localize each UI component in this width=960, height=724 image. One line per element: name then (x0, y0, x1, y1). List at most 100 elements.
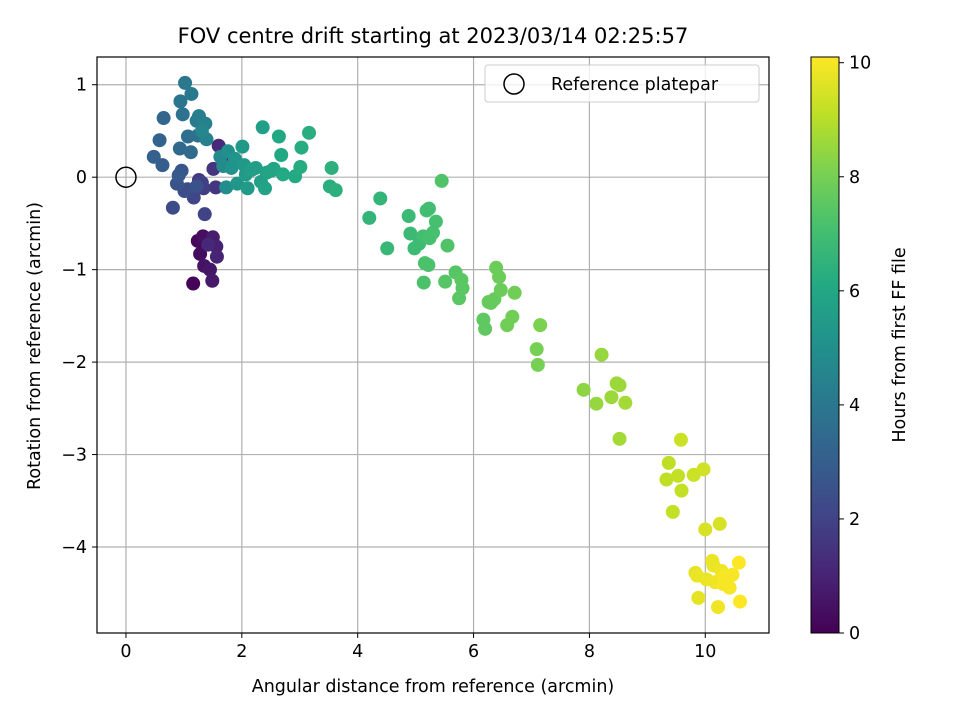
colorbar-tick-label: 6 (849, 282, 860, 302)
data-point (230, 176, 245, 191)
data-point (294, 140, 309, 155)
data-point (194, 123, 209, 138)
data-point (186, 276, 201, 291)
reference-platepar-marker (115, 166, 137, 188)
legend: Reference platepar (484, 64, 760, 103)
data-point (401, 209, 416, 224)
data-point (235, 139, 250, 154)
data-point (152, 133, 167, 148)
data-point (665, 504, 680, 519)
data-point (380, 241, 395, 256)
data-point (428, 214, 443, 229)
data-point (248, 160, 263, 175)
colorbar-tick-label: 8 (849, 168, 860, 188)
data-point (612, 431, 627, 446)
chart-title: FOV centre drift starting at 2023/03/14 … (178, 24, 689, 48)
data-point (324, 160, 339, 175)
colorbar-tick-label: 10 (849, 54, 871, 74)
data-point (328, 183, 343, 198)
data-point (434, 173, 449, 188)
data-point (293, 160, 308, 175)
data-point (529, 342, 544, 357)
data-point (507, 285, 522, 300)
data-point (421, 258, 436, 273)
data-point (505, 309, 520, 324)
data-point (165, 200, 180, 215)
data-point (426, 225, 440, 240)
x-tick-label: 6 (468, 642, 479, 662)
data-point (618, 395, 633, 410)
data-point (189, 179, 204, 194)
data-point (671, 468, 686, 483)
data-point (440, 238, 455, 253)
data-point (209, 249, 224, 264)
colorbar-tick-label: 4 (849, 396, 860, 416)
data-point (478, 321, 493, 336)
data-point (205, 273, 220, 288)
data-point (183, 145, 198, 160)
data-point (604, 390, 619, 405)
data-point (184, 86, 199, 101)
data-point (722, 580, 737, 595)
data-point (271, 129, 286, 144)
data-point (208, 180, 223, 195)
y-tick-label: −2 (61, 353, 87, 373)
data-point (438, 274, 453, 289)
data-point (673, 432, 688, 447)
data-point (659, 472, 674, 487)
data-point (171, 168, 186, 183)
data-point (589, 396, 604, 411)
data-point (201, 237, 216, 252)
data-point (219, 180, 234, 195)
data-point (255, 120, 270, 135)
data-point (202, 262, 217, 277)
data-point (530, 357, 545, 372)
x-tick-label: 10 (694, 642, 716, 662)
data-point (696, 462, 711, 477)
x-tick-label: 0 (120, 642, 131, 662)
data-point (674, 483, 689, 498)
data-point (193, 246, 208, 261)
x-tick-label: 4 (352, 642, 363, 662)
data-point (421, 201, 436, 216)
data-point (711, 600, 726, 615)
legend-reference-marker (503, 73, 525, 95)
data-point (275, 167, 290, 182)
data-point (493, 282, 508, 297)
legend-entry-label: Reference platepar (551, 75, 719, 95)
data-point (576, 382, 591, 397)
data-point (175, 107, 190, 122)
y-tick-label: −1 (61, 261, 87, 281)
x-tick-label: 2 (236, 642, 247, 662)
y-tick-label: 1 (76, 76, 87, 96)
data-point (698, 522, 713, 537)
data-point (197, 207, 212, 222)
y-tick-label: −3 (61, 446, 87, 466)
data-point (416, 275, 431, 290)
data-point (302, 125, 317, 140)
data-point (155, 158, 170, 173)
grid-lines (97, 57, 769, 633)
data-point (731, 555, 746, 570)
y-tick-label: −4 (61, 538, 87, 558)
plot-frame (96, 56, 770, 634)
data-point (533, 318, 548, 333)
data-point (492, 270, 507, 285)
data-point (452, 291, 467, 306)
data-point (661, 455, 676, 470)
plot-axes (96, 56, 770, 634)
data-point (691, 590, 706, 605)
data-point (274, 148, 289, 163)
colorbar-label: Hours from first FF file (890, 247, 910, 442)
data-point (594, 347, 609, 362)
data-point (483, 295, 498, 310)
scatter-points (146, 75, 748, 615)
legend-box (484, 64, 760, 103)
x-tick-label: 8 (584, 642, 595, 662)
y-tick-label: 0 (76, 168, 87, 188)
data-point (733, 594, 748, 609)
data-point (172, 141, 187, 156)
data-point (156, 111, 171, 126)
